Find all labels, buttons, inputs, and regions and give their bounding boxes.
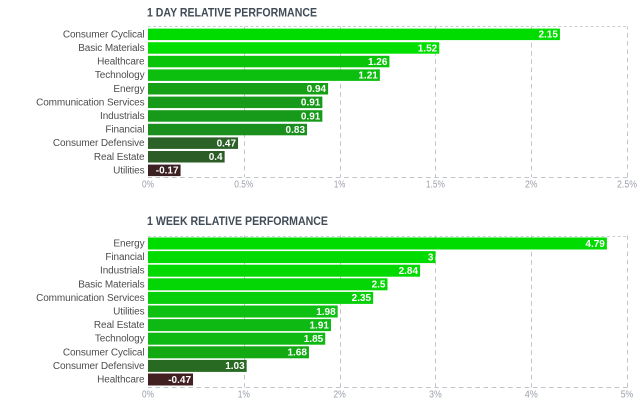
svg-text:Technology: Technology [95,70,145,81]
svg-text:0.91: 0.91 [301,98,321,109]
svg-text:Utilities: Utilities [113,165,144,176]
svg-text:0.91: 0.91 [301,111,321,122]
svg-text:Consumer Defensive: Consumer Defensive [53,138,145,149]
svg-text:1.68: 1.68 [287,348,307,359]
svg-text:Industrials: Industrials [100,111,145,122]
svg-text:Financial: Financial [105,125,144,136]
svg-text:1.85: 1.85 [304,334,324,345]
svg-text:1.91: 1.91 [310,320,330,331]
svg-text:2.5: 2.5 [372,280,386,291]
svg-text:5%: 5% [621,389,634,400]
svg-text:0%: 0% [142,389,154,400]
svg-text:Healthcare: Healthcare [97,375,145,386]
svg-text:4%: 4% [525,389,538,400]
svg-text:0.94: 0.94 [307,84,327,95]
svg-text:0.5%: 0.5% [234,179,253,190]
svg-text:3: 3 [428,252,434,263]
svg-text:1%: 1% [334,179,346,190]
svg-text:3%: 3% [429,389,442,400]
svg-text:Energy: Energy [113,239,144,250]
svg-text:Real Estate: Real Estate [94,152,145,163]
svg-text:Consumer Cyclical: Consumer Cyclical [63,29,145,40]
svg-text:1.03: 1.03 [225,361,245,372]
svg-text:0.4: 0.4 [209,152,223,163]
svg-text:2.15: 2.15 [538,30,558,41]
svg-text:0.47: 0.47 [217,138,237,149]
svg-text:1.21: 1.21 [358,70,378,81]
svg-text:0.83: 0.83 [286,125,306,136]
svg-text:Energy: Energy [113,84,144,95]
svg-text:2.35: 2.35 [352,293,372,304]
svg-text:1%: 1% [238,389,250,400]
svg-text:Basic Materials: Basic Materials [78,279,144,290]
svg-text:-0.47: -0.47 [168,375,191,386]
svg-text:-0.17: -0.17 [156,166,179,177]
svg-text:2%: 2% [333,389,346,400]
svg-text:1.26: 1.26 [368,57,388,68]
svg-text:Communication Services: Communication Services [36,97,144,108]
svg-text:Technology: Technology [95,334,145,345]
svg-text:2.5%: 2.5% [617,179,637,190]
svg-text:1.5%: 1.5% [426,179,445,190]
svg-text:1.52: 1.52 [418,43,438,54]
svg-text:Real Estate: Real Estate [94,320,145,331]
svg-text:Financial: Financial [105,252,144,263]
svg-text:Industrials: Industrials [100,266,145,277]
svg-text:Communication Services: Communication Services [36,293,144,304]
svg-text:1 DAY RELATIVE PERFORMANCE: 1 DAY RELATIVE PERFORMANCE [147,8,317,20]
svg-text:4.79: 4.79 [585,239,605,250]
svg-text:Healthcare: Healthcare [97,57,145,68]
svg-text:1 WEEK RELATIVE PERFORMANCE: 1 WEEK RELATIVE PERFORMANCE [147,216,328,228]
svg-text:Utilities: Utilities [113,307,144,318]
svg-text:2.84: 2.84 [399,266,419,277]
svg-text:Consumer Cyclical: Consumer Cyclical [63,347,145,358]
svg-text:Basic Materials: Basic Materials [78,43,144,54]
svg-text:Consumer Defensive: Consumer Defensive [53,361,145,372]
svg-text:2%: 2% [525,179,538,190]
svg-text:1.98: 1.98 [316,307,336,318]
svg-text:0%: 0% [142,179,154,190]
